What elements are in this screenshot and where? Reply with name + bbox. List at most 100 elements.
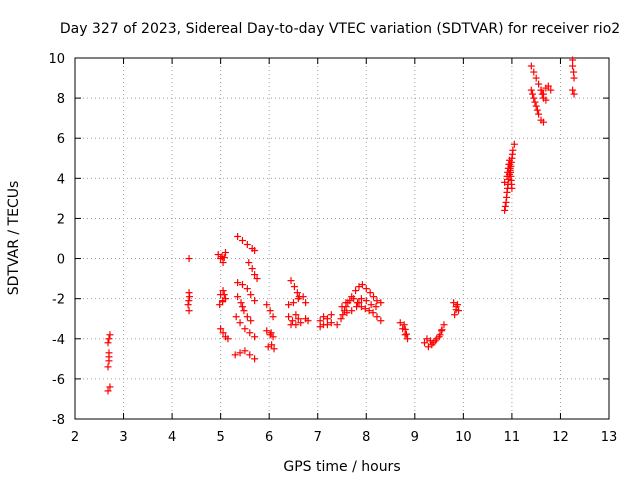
data-point [224, 335, 232, 343]
x-tick-label: 11 [504, 430, 521, 445]
data-point [297, 319, 305, 327]
data-point [248, 265, 256, 273]
data-point [542, 96, 550, 104]
data-point [361, 305, 369, 313]
data-point [294, 295, 302, 303]
data-point [454, 301, 462, 309]
data-point [220, 291, 228, 299]
data-point [247, 317, 255, 325]
data-point [531, 98, 539, 106]
data-point [288, 317, 296, 325]
data-point [269, 313, 277, 321]
data-point [366, 289, 374, 297]
data-point [251, 355, 259, 363]
data-point [219, 287, 227, 295]
data-point [527, 62, 535, 70]
data-point [544, 82, 552, 90]
data-point [238, 237, 246, 245]
data-point [304, 317, 312, 325]
data-point [539, 90, 547, 98]
data-point [185, 307, 193, 315]
y-tick-label: -2 [52, 293, 65, 308]
y-tick-label: -4 [52, 333, 65, 348]
data-point [247, 291, 255, 299]
data-point [357, 295, 365, 303]
data-point [501, 178, 509, 186]
data-point [240, 307, 248, 315]
data-point [292, 311, 300, 319]
data-point [440, 321, 448, 329]
data-point [569, 62, 577, 70]
data-point [508, 184, 516, 192]
data-point [358, 281, 366, 289]
data-point [438, 326, 446, 334]
data-point [245, 259, 253, 267]
data-point [339, 311, 347, 319]
data-point [236, 319, 244, 327]
data-point [218, 253, 226, 261]
y-tick-label: 4 [57, 172, 65, 187]
data-point [362, 297, 370, 305]
data-point [246, 351, 254, 359]
data-point [263, 301, 271, 309]
x-tick-label: 10 [455, 430, 472, 445]
data-point [535, 110, 543, 118]
data-point [267, 329, 275, 337]
data-point [404, 335, 412, 343]
data-point [251, 271, 259, 279]
data-point [293, 289, 301, 297]
data-point [106, 383, 114, 391]
data-point [365, 307, 373, 315]
data-point [246, 329, 254, 337]
x-axis-title: GPS time / hours [283, 459, 400, 475]
data-point [323, 321, 331, 329]
data-point [241, 347, 249, 355]
x-tick-label: 8 [362, 430, 370, 445]
data-point [433, 335, 441, 343]
y-tick-label: -8 [52, 413, 65, 428]
data-point [105, 357, 113, 365]
data-point [294, 315, 302, 323]
data-point [185, 297, 193, 305]
data-point [299, 293, 307, 301]
data-point [238, 303, 246, 311]
data-point [450, 299, 458, 307]
data-point [241, 325, 249, 333]
data-point [343, 309, 351, 317]
data-point [570, 68, 578, 76]
grid [75, 58, 609, 419]
data-point [327, 319, 335, 327]
data-point [342, 299, 350, 307]
data-point [338, 303, 346, 311]
x-tick-labels: 2 3 4 5 6 7 8 9 10 11 12 13 [71, 430, 617, 445]
data-point [400, 321, 408, 329]
data-point [253, 275, 261, 283]
data-point [243, 285, 251, 293]
data-point [219, 259, 227, 267]
y-tick-label: 0 [57, 253, 65, 268]
data-point [270, 345, 278, 353]
data-point [377, 299, 385, 307]
data-point [569, 86, 577, 94]
data-point [510, 140, 518, 148]
data-point [232, 313, 240, 321]
x-tick-label: 3 [119, 430, 127, 445]
data-point [185, 255, 193, 263]
data-point [501, 206, 509, 214]
data-point [285, 301, 293, 309]
data-point [436, 331, 444, 339]
data-point [104, 387, 112, 395]
data-point [373, 313, 381, 321]
chart-title: Day 327 of 2023, Sidereal Day-to-day VTE… [60, 21, 620, 37]
data-point [302, 299, 310, 307]
data-point [373, 297, 381, 305]
data-point [529, 90, 537, 98]
data-point [186, 293, 194, 301]
data-point [236, 349, 244, 357]
data-point [429, 339, 437, 347]
x-tick-label: 12 [552, 430, 569, 445]
data-point [269, 333, 277, 341]
x-tick-label: 5 [216, 430, 224, 445]
data-point [234, 232, 242, 240]
data-point [327, 311, 335, 319]
